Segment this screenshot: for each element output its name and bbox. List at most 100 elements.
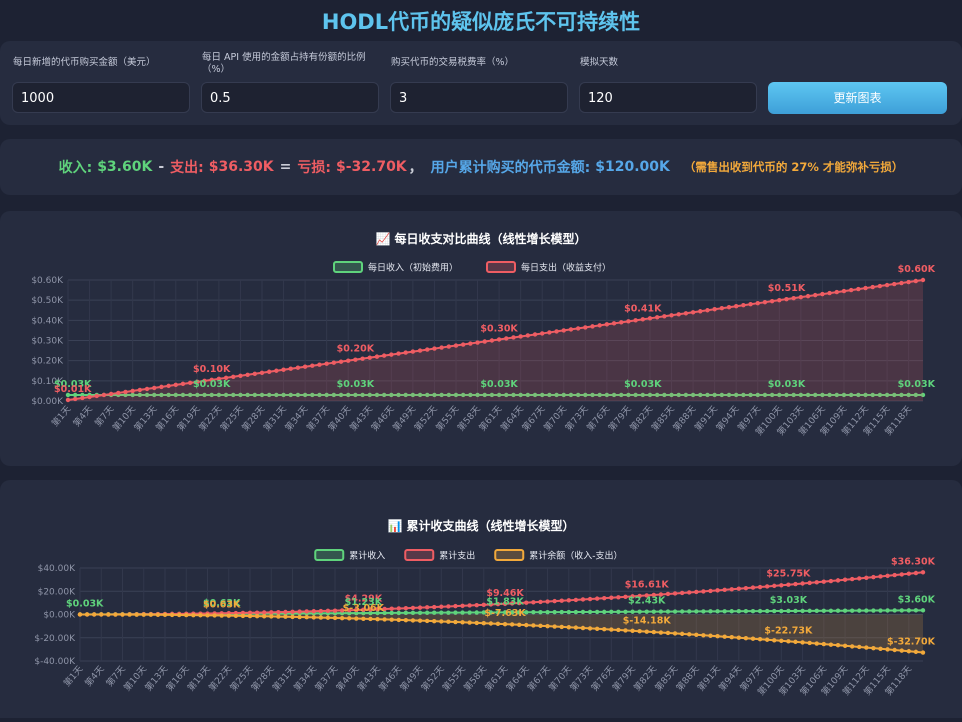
- data-point[interactable]: [920, 608, 926, 613]
- data-point[interactable]: [346, 616, 352, 621]
- data-point[interactable]: [489, 392, 495, 398]
- data-point[interactable]: [509, 601, 515, 606]
- data-point[interactable]: [633, 392, 638, 398]
- data-point[interactable]: [474, 620, 479, 626]
- data-point[interactable]: [573, 597, 579, 603]
- data-point[interactable]: [665, 591, 671, 597]
- data-point[interactable]: [374, 392, 380, 398]
- data-point[interactable]: [410, 349, 416, 354]
- legend-item[interactable]: 累计收入: [314, 549, 385, 562]
- data-point[interactable]: [382, 610, 387, 616]
- data-point[interactable]: [317, 392, 322, 398]
- data-point[interactable]: [835, 643, 841, 648]
- data-point[interactable]: [432, 618, 437, 624]
- data-point[interactable]: [821, 608, 827, 614]
- data-point[interactable]: [679, 631, 685, 637]
- data-point[interactable]: [755, 392, 760, 398]
- data-point[interactable]: [202, 378, 207, 384]
- data-point[interactable]: [460, 610, 465, 615]
- data-point[interactable]: [417, 610, 423, 615]
- data-point[interactable]: [791, 392, 796, 398]
- data-point[interactable]: [254, 610, 260, 615]
- data-point[interactable]: [212, 613, 217, 618]
- data-point[interactable]: [566, 625, 571, 630]
- data-point[interactable]: [180, 381, 186, 387]
- data-point[interactable]: [616, 595, 621, 600]
- data-point[interactable]: [568, 327, 574, 332]
- data-point[interactable]: [259, 370, 265, 375]
- data-point[interactable]: [619, 320, 624, 325]
- data-point[interactable]: [439, 610, 444, 615]
- data-point[interactable]: [144, 392, 150, 398]
- data-point[interactable]: [517, 622, 522, 627]
- data-point[interactable]: [368, 610, 373, 616]
- data-point[interactable]: [238, 373, 243, 378]
- data-point[interactable]: [317, 362, 322, 367]
- data-point[interactable]: [769, 392, 775, 398]
- data-point[interactable]: [729, 587, 734, 592]
- data-point[interactable]: [389, 352, 394, 357]
- data-point[interactable]: [524, 600, 529, 605]
- data-point[interactable]: [722, 609, 727, 614]
- data-point[interactable]: [762, 392, 768, 398]
- data-point[interactable]: [736, 609, 742, 614]
- data-point[interactable]: [381, 353, 387, 358]
- data-point[interactable]: [913, 649, 919, 655]
- data-point[interactable]: [877, 283, 883, 289]
- data-point[interactable]: [538, 599, 543, 605]
- data-point[interactable]: [281, 392, 286, 398]
- data-point[interactable]: [769, 298, 775, 304]
- data-point[interactable]: [233, 613, 239, 618]
- data-point[interactable]: [94, 393, 99, 399]
- data-point[interactable]: [729, 635, 734, 640]
- data-point[interactable]: [757, 608, 763, 614]
- data-point[interactable]: [827, 392, 832, 398]
- data-point[interactable]: [701, 589, 706, 594]
- data-point[interactable]: [101, 392, 107, 398]
- data-point[interactable]: [540, 392, 545, 398]
- data-point[interactable]: [432, 392, 437, 398]
- data-point[interactable]: [295, 365, 301, 370]
- data-point[interactable]: [389, 392, 394, 398]
- data-point[interactable]: [354, 607, 359, 613]
- data-point[interactable]: [587, 626, 593, 631]
- data-point[interactable]: [130, 392, 135, 398]
- data-point[interactable]: [219, 613, 224, 618]
- data-point[interactable]: [849, 644, 855, 649]
- data-point[interactable]: [719, 306, 725, 311]
- data-point[interactable]: [502, 601, 508, 606]
- data-point[interactable]: [857, 576, 862, 581]
- data-point[interactable]: [410, 610, 416, 616]
- data-point[interactable]: [604, 322, 610, 327]
- data-point[interactable]: [640, 317, 645, 322]
- data-point[interactable]: [368, 607, 373, 612]
- data-point[interactable]: [460, 342, 466, 347]
- data-point[interactable]: [864, 608, 869, 613]
- data-point[interactable]: [297, 614, 302, 620]
- data-point[interactable]: [176, 612, 182, 618]
- data-point[interactable]: [871, 608, 876, 613]
- data-point[interactable]: [683, 311, 689, 316]
- data-point[interactable]: [231, 392, 236, 398]
- data-point[interactable]: [223, 392, 229, 398]
- data-point[interactable]: [290, 609, 295, 615]
- data-point[interactable]: [708, 609, 713, 614]
- data-point[interactable]: [382, 606, 387, 612]
- data-point[interactable]: [662, 392, 667, 398]
- data-point[interactable]: [708, 588, 713, 594]
- data-point[interactable]: [276, 609, 281, 615]
- data-point[interactable]: [715, 609, 720, 614]
- data-point[interactable]: [65, 392, 71, 398]
- data-point[interactable]: [870, 392, 875, 398]
- data-point[interactable]: [878, 646, 883, 651]
- data-point[interactable]: [856, 392, 861, 398]
- data-point[interactable]: [187, 392, 193, 398]
- data-point[interactable]: [793, 581, 798, 587]
- data-point[interactable]: [80, 395, 85, 401]
- data-point[interactable]: [899, 392, 904, 398]
- data-point[interactable]: [368, 616, 373, 622]
- data-point[interactable]: [216, 392, 222, 398]
- data-point[interactable]: [209, 392, 214, 398]
- data-point[interactable]: [481, 610, 486, 615]
- data-point[interactable]: [361, 607, 366, 612]
